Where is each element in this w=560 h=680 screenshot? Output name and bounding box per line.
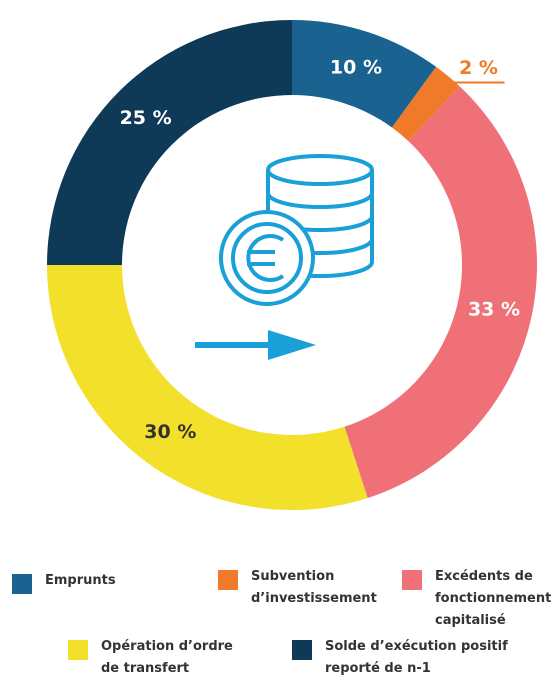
- donut-slice: [344, 86, 537, 499]
- legend-label: Solde d’exécution positif reporté de n-1: [325, 639, 508, 676]
- legend-item: Subvention d’investissement: [218, 566, 401, 610]
- legend-swatch: [68, 640, 88, 660]
- legend-item: Emprunts: [12, 570, 185, 594]
- donut-slice: [292, 20, 437, 128]
- data-label: 33 %: [468, 299, 520, 321]
- data-label: 30 %: [144, 421, 196, 443]
- donut-slice: [391, 66, 460, 142]
- legend-label: Excédents de fonctionnement capitalisé: [435, 569, 552, 628]
- donut-slice: [47, 20, 292, 265]
- legend-swatch: [402, 570, 422, 590]
- legend-label: Subvention d’investissement: [251, 569, 377, 606]
- donut-slice: [47, 265, 368, 510]
- legend-swatch: [218, 570, 238, 590]
- legend-label: Opération d’ordre de transfert: [101, 639, 233, 676]
- legend-item: Solde d’exécution positif reporté de n-1: [292, 636, 525, 680]
- center-icon: [195, 154, 374, 360]
- legend-item: Opération d’ordre de transfert: [68, 636, 251, 680]
- legend-swatch: [292, 640, 312, 660]
- data-label: 25 %: [120, 107, 172, 129]
- legend-item: Excédents de fonctionnement capitalisé: [402, 566, 560, 632]
- chart: 10 % 2 % 33 % 30 % 25 %: [47, 20, 537, 510]
- legend-label: Emprunts: [45, 573, 116, 588]
- data-label: 2 %: [459, 57, 498, 79]
- data-label: 10 %: [330, 57, 382, 79]
- legend-swatch: [12, 574, 32, 594]
